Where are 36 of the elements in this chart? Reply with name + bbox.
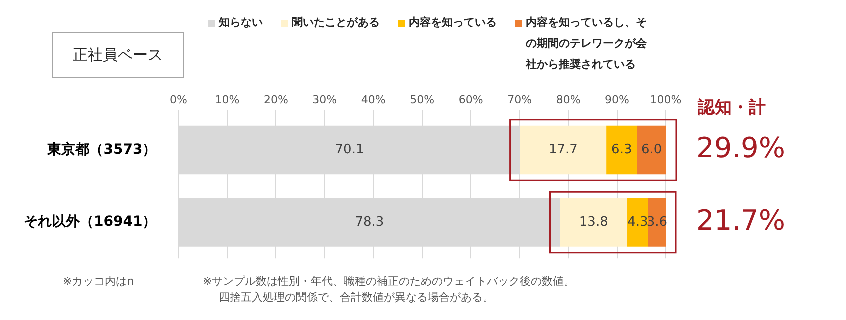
text: 認知・計 [698,97,766,119]
x-tick-label: 30% [312,93,338,106]
bar [560,198,628,247]
data-label: 78.3 [355,214,384,230]
x-tick-label: 20% [264,93,288,106]
data-label: 6.0 [642,142,662,158]
text: 29.9% [696,132,786,165]
x-tick-label: 70% [508,93,532,106]
data-label: 6.3 [612,142,632,158]
data-label: 70.1 [335,142,364,158]
chart-title: 正社員ベース [52,32,184,78]
bar [637,126,666,175]
data-label: 4.3 [628,214,648,230]
data-label: 17.7 [548,142,578,158]
legend-label: 内容を知っているし、その期間のテレワークが会社から推奨されている [526,15,648,73]
legend-label: 内容を知っている [409,15,497,31]
bar [606,126,638,175]
bar [520,126,607,175]
text: ※サンプル数は性別・年代、職種の補正のためのウェイトバック後の数値。 [203,274,576,290]
x-tick-label: 40% [361,93,386,106]
x-tick-label: 60% [458,93,484,106]
y-tick-label: 東京都（3573） [46,140,157,158]
x-tick-label: 0% [170,93,188,106]
bar [628,198,648,247]
legend-label: 聞いたことがある [292,15,380,31]
data-label: 13.8 [579,214,608,230]
x-tick-label: 100% [650,93,682,106]
y-tick-label: それ以外（16941） [24,214,157,230]
text: ※カッコ内はn [63,274,134,289]
x-tick-label: 80% [556,93,581,106]
x-tick-label: 90% [605,93,630,106]
text: 四捨五入処理の関係で、合計数値が異なる場合がある。 [218,290,495,306]
text: 21.7% [696,204,786,237]
x-tick-label: 50% [410,93,435,106]
legend-label: 知らない [219,15,263,31]
x-tick-label: 10% [215,93,240,106]
